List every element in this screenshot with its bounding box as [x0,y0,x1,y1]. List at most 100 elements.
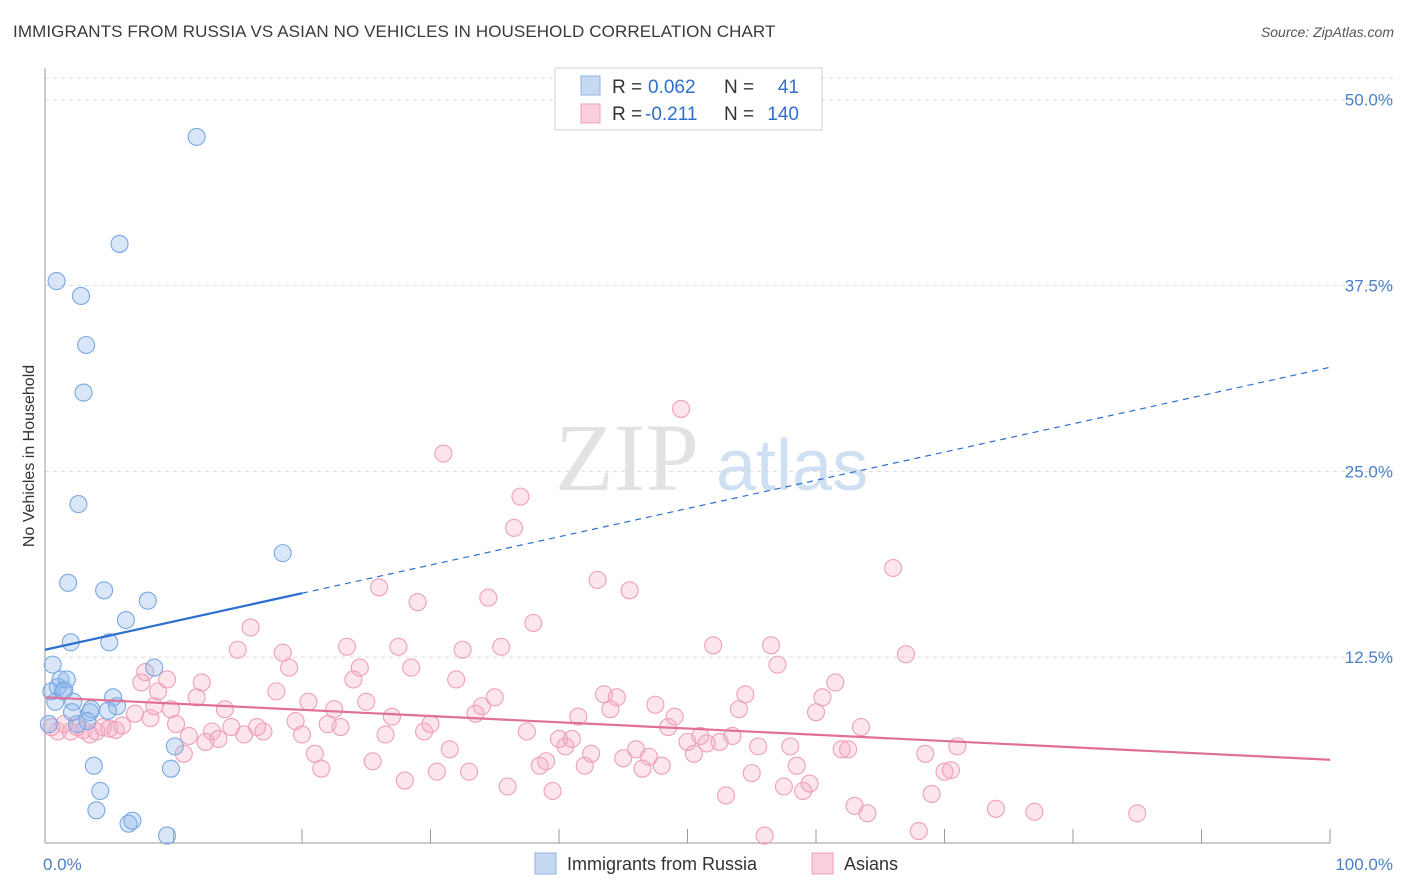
point-asians [755,826,774,845]
point-asians [453,640,472,659]
point-russia [145,658,164,677]
point-asians [395,771,414,790]
point-asians [646,695,665,714]
point-asians [459,762,479,781]
point-asians [884,558,903,578]
point-russia [161,759,180,778]
point-asians [562,729,581,748]
x-tick-label: 0.0% [43,855,82,874]
point-russia [68,715,87,734]
point-asians [839,740,858,759]
point-asians [851,717,871,737]
point-asians [447,670,466,689]
point-asians [1128,804,1147,823]
point-asians [614,749,633,768]
point-russia [158,826,177,845]
point-asians [132,673,151,692]
point-asians [781,737,800,756]
point-asians [761,636,781,655]
point-asians [209,729,228,748]
point-asians [800,774,819,793]
point-asians [569,707,588,726]
point-asians [601,700,620,719]
point-asians [556,737,575,756]
trend-line-asians [44,696,1331,761]
legend-n-label-asians: N = [724,104,759,125]
point-asians [331,717,350,737]
point-asians [363,752,382,771]
point-asians [794,781,813,801]
point-asians [922,784,941,803]
point-asians [434,444,453,463]
point-asians [421,715,440,734]
legend-swatch-russia [580,75,601,96]
bottom-legend-swatch-asians [811,852,834,875]
point-asians [524,613,543,633]
point-asians [742,764,761,783]
y-axis-label: No Vehicles in Household [21,365,38,547]
point-asians [479,588,498,607]
point-asians [402,658,421,677]
point-russia [91,781,110,801]
point-asians [498,777,517,796]
point-asians [376,725,395,744]
point-asians [684,744,703,763]
point-asians [652,756,671,775]
point-asians [832,740,851,759]
point-asians [415,722,434,741]
chart-title: IMMIGRANTS FROM RUSSIA VS ASIAN NO VEHIC… [13,22,776,41]
point-russia [53,682,73,701]
point-asians [174,744,193,763]
point-asians [511,487,530,506]
watermark-zip: ZIP [555,404,699,511]
point-asians [254,722,273,741]
point-russia [95,581,114,600]
point-asians [337,637,357,656]
point-asians [179,726,198,746]
point-russia [138,591,157,610]
point-asians [325,700,344,719]
point-russia [77,335,96,355]
point-asians [916,744,935,763]
point-russia [98,701,118,720]
point-asians [408,593,427,612]
point-asians [582,744,601,763]
point-asians [909,822,928,841]
watermark-atlas: atlas [716,426,868,506]
point-asians [141,709,160,728]
trend-lines [44,366,1331,761]
point-asians [167,715,186,734]
point-asians [935,762,954,781]
legend-n-value-russia: 41 [778,77,799,98]
point-asians [716,786,736,805]
point-asians [267,682,286,701]
point-asians [826,673,845,692]
point-russia [110,234,129,253]
point-russia [116,610,136,630]
point-asians [749,737,768,756]
legend-n-label-russia: N = [724,77,759,98]
bottom-legend-swatch-russia [534,852,557,875]
point-asians [389,637,408,656]
x-tick-labels: 0.0% 100.0% [43,855,1393,874]
gridlines [45,77,1393,658]
legend-r-label-russia: R = [612,77,647,98]
point-asians [125,704,144,723]
legend-n-value-asians: 140 [767,104,799,125]
point-asians [228,640,247,659]
point-asians [382,707,402,726]
point-asians [280,658,299,677]
point-asians [113,716,132,735]
chart-source: Source: ZipAtlas.com [1260,24,1394,40]
point-asians [691,726,710,746]
point-asians [350,658,369,677]
point-asians [736,685,755,704]
point-asians [896,645,916,664]
point-asians [136,662,155,682]
point-asians [549,729,569,748]
point-asians [192,673,211,692]
bottom-legend: Immigrants from Russia Asians [534,852,898,875]
point-asians [215,700,234,719]
point-russia [273,544,292,563]
point-russia [43,655,62,674]
